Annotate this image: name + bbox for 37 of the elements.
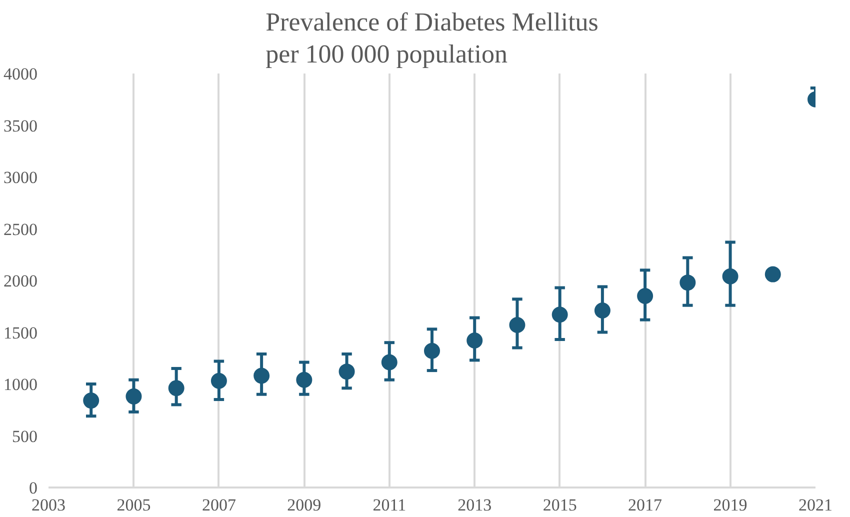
point: [722, 268, 738, 284]
x-tick-label: 2019: [713, 496, 748, 514]
chart-title: Prevalence of Diabetes Mellitus per 100 000 population: [266, 8, 598, 68]
y-tick-label: 0: [29, 478, 38, 498]
y-tick-label: 4000: [4, 64, 38, 84]
point: [254, 368, 270, 384]
point: [83, 392, 100, 409]
point: [126, 388, 142, 404]
point: [552, 306, 568, 323]
x-tick-label: 2015: [542, 496, 577, 514]
point: [168, 380, 184, 396]
point: [424, 342, 440, 359]
point: [509, 317, 526, 333]
x-tick-label: 2011: [372, 496, 406, 514]
x-tick-label: 2009: [287, 496, 322, 514]
x-tick-label: 2013: [458, 496, 492, 514]
point: [680, 274, 696, 291]
x-tick-label: 2005: [116, 496, 151, 514]
point: [381, 354, 398, 370]
x-tick-label: 2007: [202, 496, 236, 514]
point: [296, 372, 312, 388]
point: [338, 364, 355, 380]
point: [637, 288, 654, 304]
y-tick-label: 1000: [4, 375, 38, 394]
point: [594, 302, 610, 318]
point: [210, 372, 227, 389]
y-tick-label: 3000: [4, 168, 38, 187]
x-tick-label: 2021: [798, 496, 832, 514]
point: [764, 266, 781, 282]
y-tick-label: 1500: [4, 323, 38, 342]
x-tick-label: 2003: [32, 496, 66, 514]
y-tick-label: 3500: [4, 116, 38, 136]
y-tick-label: 2500: [4, 220, 38, 239]
x-tick-label: 2017: [628, 496, 663, 514]
y-tick-label: 500: [12, 426, 38, 446]
y-tick-label: 2000: [4, 272, 38, 290]
point: [466, 332, 483, 349]
